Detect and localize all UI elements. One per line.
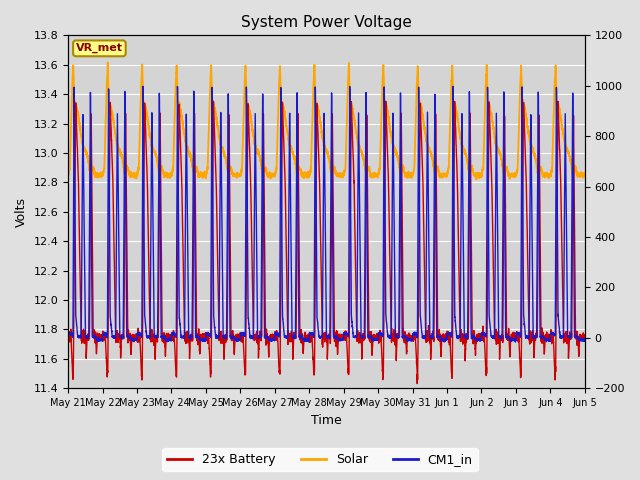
Legend: 23x Battery, Solar, CM1_in: 23x Battery, Solar, CM1_in xyxy=(163,448,477,471)
Text: VR_met: VR_met xyxy=(76,43,123,53)
Y-axis label: Volts: Volts xyxy=(15,197,28,227)
Title: System Power Voltage: System Power Voltage xyxy=(241,15,412,30)
X-axis label: Time: Time xyxy=(311,414,342,427)
